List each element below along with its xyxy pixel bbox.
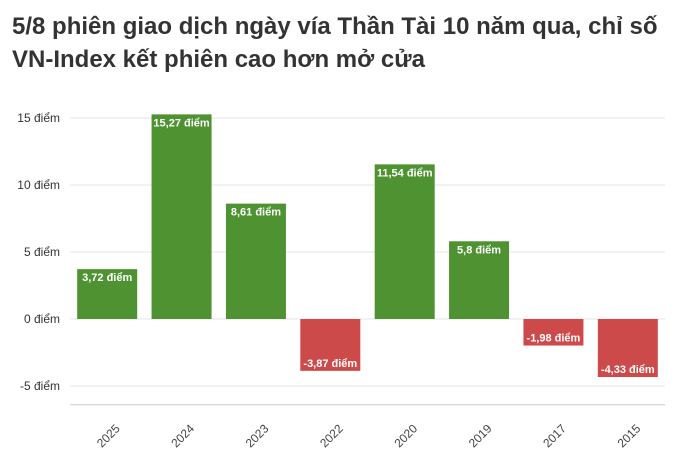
x-tick-label: 2024 xyxy=(168,421,197,450)
bar xyxy=(523,319,584,346)
data-label: 3,72 điểm xyxy=(82,272,132,284)
x-tick-label: 2020 xyxy=(391,421,420,450)
data-label: 8,61 điểm xyxy=(231,207,281,219)
data-labels: 3,72 điểm 15,27 điểm 8,61 điểm -3,87 điểm 11… xyxy=(82,117,655,376)
data-label: -3,87 điểm xyxy=(303,358,357,370)
bar xyxy=(151,114,212,319)
chart-title: 5/8 phiên giao dịch ngày vía Thần Tài 10… xyxy=(12,13,658,73)
data-label: -4,33 điểm xyxy=(601,364,655,376)
y-tick-label: 5 điểm xyxy=(24,245,60,259)
bar xyxy=(225,203,286,319)
x-axis-tick-labels: 2025 2024 2023 2022 2020 2019 2017 2015 xyxy=(94,421,644,450)
bar xyxy=(300,319,361,371)
x-tick-label: 2023 xyxy=(243,421,272,450)
data-label: 11,54 điểm xyxy=(377,167,433,179)
bar xyxy=(449,241,510,319)
bars xyxy=(77,114,658,378)
y-tick-label: 10 điểm xyxy=(17,178,60,192)
data-label: 15,27 điểm xyxy=(153,117,209,129)
bar xyxy=(374,164,435,319)
x-tick-label: 2017 xyxy=(540,421,569,450)
x-tick-label: 2025 xyxy=(94,421,123,450)
data-label: 5,8 điểm xyxy=(457,244,501,256)
data-label: -1,98 điểm xyxy=(527,333,581,345)
y-tick-label: 15 điểm xyxy=(17,111,60,125)
bar xyxy=(597,319,658,378)
y-axis-tick-labels: -5 điểm 0 điểm 5 điểm 10 điểm 15 điểm xyxy=(17,111,60,393)
y-tick-label: 0 điểm xyxy=(24,312,60,326)
x-tick-label: 2019 xyxy=(466,421,495,450)
bar xyxy=(77,269,138,319)
x-tick-label: 2015 xyxy=(615,421,644,450)
y-tick-label: -5 điểm xyxy=(20,379,60,393)
x-tick-label: 2022 xyxy=(317,421,346,450)
